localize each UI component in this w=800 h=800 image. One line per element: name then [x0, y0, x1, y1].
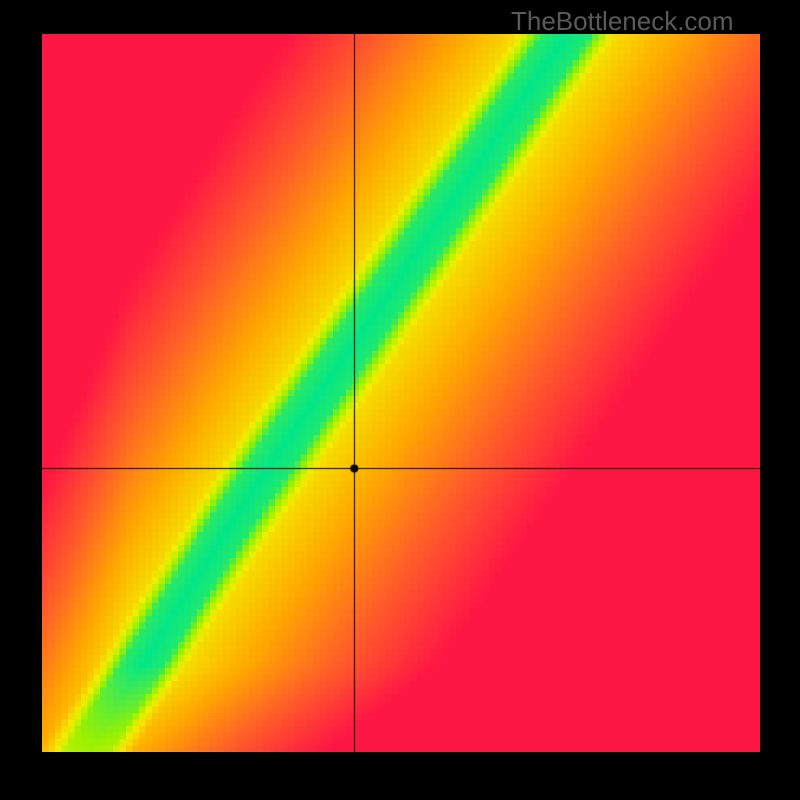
watermark-text: TheBottleneck.com: [511, 6, 734, 37]
chart-container: TheBottleneck.com: [0, 0, 800, 800]
crosshair-overlay: [42, 34, 760, 752]
